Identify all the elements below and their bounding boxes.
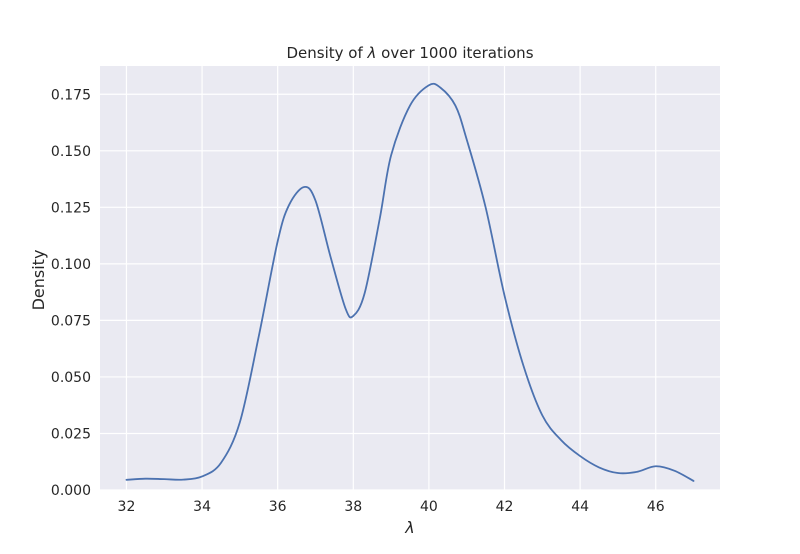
chart-title-symbol: λ	[367, 44, 377, 62]
x-tick-label: 36	[269, 499, 287, 515]
grid-layer	[100, 66, 720, 491]
chart-title-prefix: Density of	[286, 44, 367, 62]
y-tick-label: 0.050	[51, 370, 91, 386]
y-tick-labels: 0.000 0.025 0.050 0.075 0.100 0.125 0.150 0.175	[51, 87, 91, 499]
series-layer	[125, 82, 695, 482]
x-axis-label: λ	[404, 518, 414, 537]
chart-title: Density of λ over 1000 iterations	[286, 44, 533, 62]
plot-background	[100, 66, 720, 490]
y-tick-label: 0.000	[51, 483, 91, 499]
x-tick-label: 44	[571, 499, 589, 515]
density-line-series-0	[125, 82, 695, 482]
y-tick-label: 0.150	[51, 144, 91, 160]
y-tick-label: 0.125	[51, 200, 91, 216]
x-tick-label: 40	[420, 499, 438, 515]
x-tick-label: 46	[647, 499, 665, 515]
x-tick-label: 34	[193, 499, 211, 515]
x-tick-label: 38	[344, 499, 362, 515]
y-tick-label: 0.075	[51, 313, 91, 329]
chart-title-suffix: over 1000 iterations	[376, 44, 533, 62]
x-tick-labels: 32 34 36 38 40 42 44 46	[118, 499, 665, 515]
y-tick-label: 0.100	[51, 257, 91, 273]
y-tick-label: 0.175	[51, 87, 91, 103]
y-tick-label: 0.025	[51, 426, 91, 442]
x-tick-label: 42	[496, 499, 514, 515]
y-axis-label: Density	[29, 250, 48, 311]
x-tick-label: 32	[118, 499, 136, 515]
